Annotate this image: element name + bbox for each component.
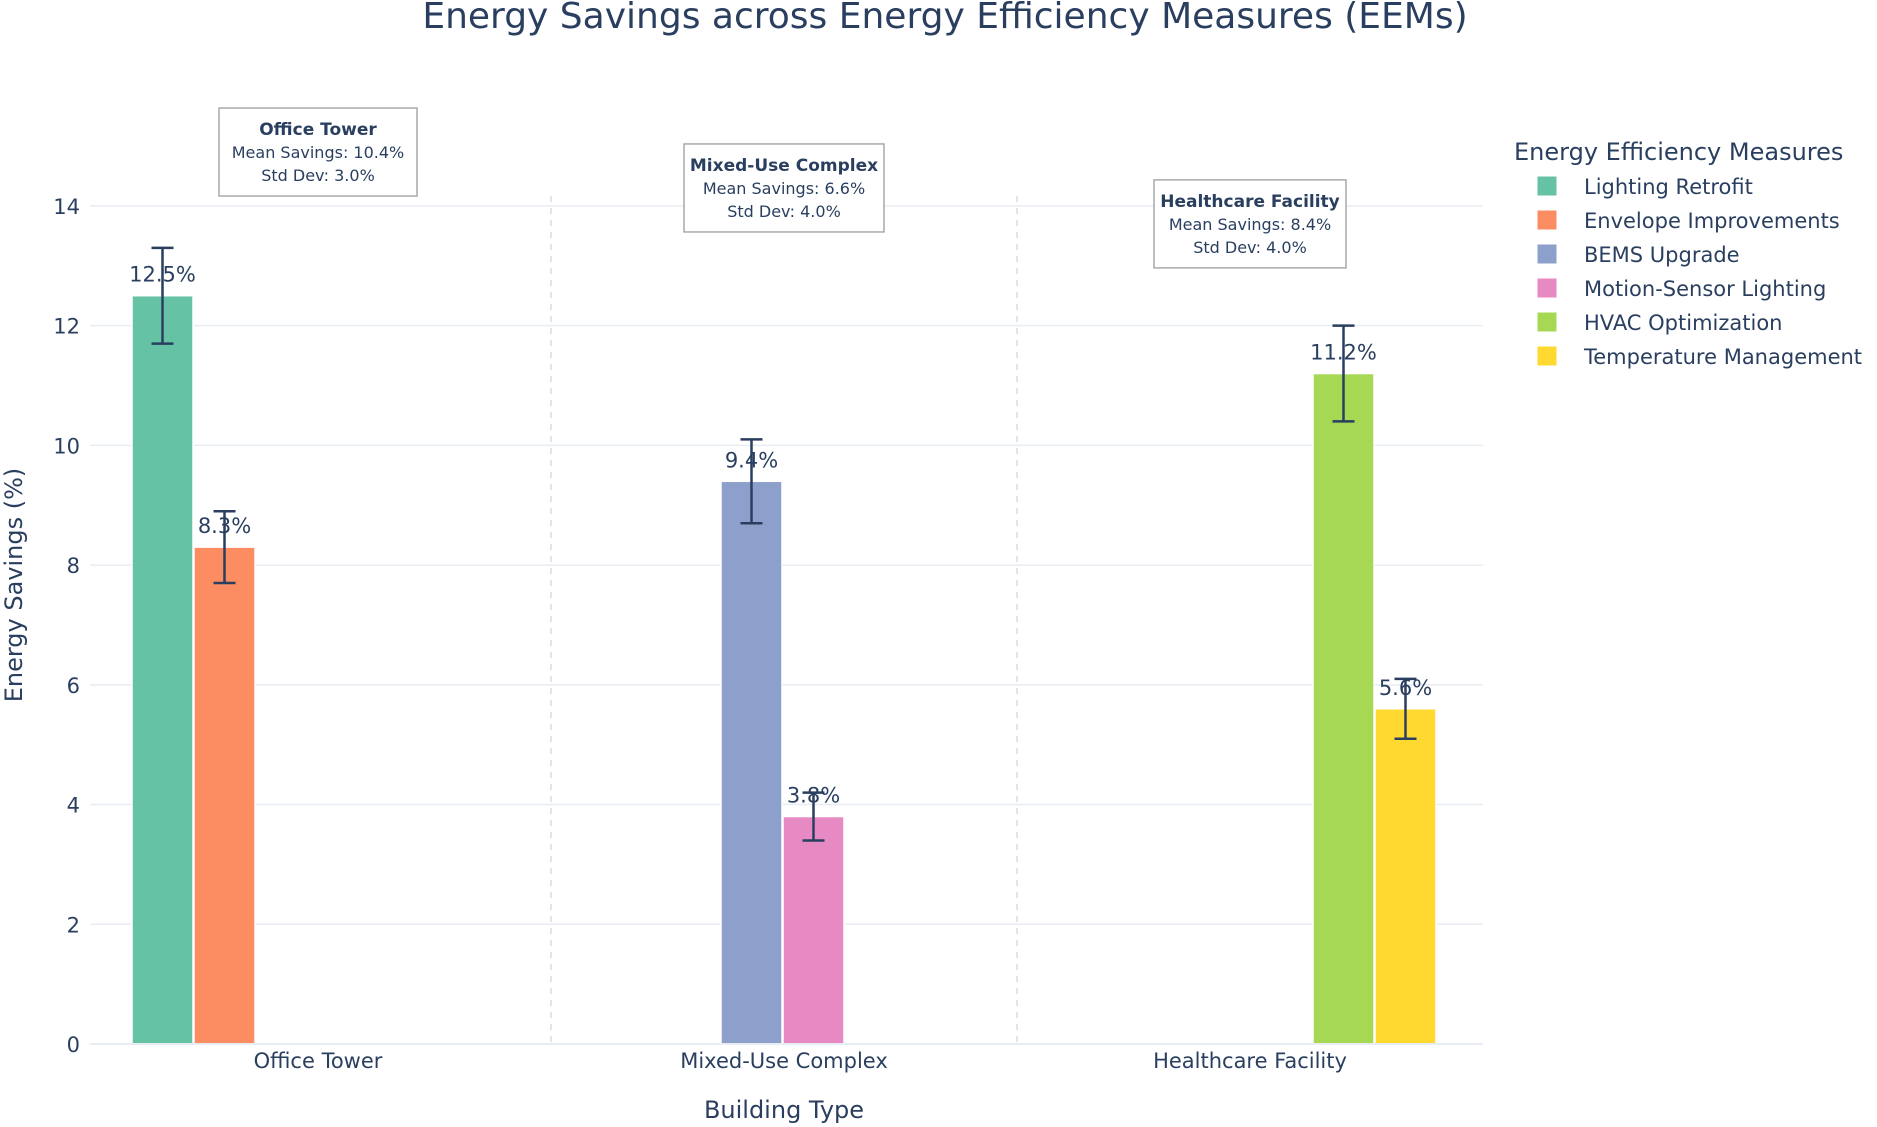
legend-item-envelope-improvements[interactable]: Envelope Improvements [1536,209,1840,233]
annotation-std: Std Dev: 3.0% [261,166,375,185]
annotations-layer: Office Tower Mean Savings: 10.4% Std Dev: … [218,107,1347,269]
annotation-mixed-use-complex: Mixed-Use Complex Mean Savings: 6.6% Std D… [683,143,885,233]
data-label: 8.3% [198,514,251,538]
annotation-mean: Mean Savings: 8.4% [1169,215,1331,234]
legend[interactable]: Lighting Retrofit Envelope Improvements BE… [1536,175,1862,369]
bar-lighting-retrofit[interactable] [131,294,194,1045]
legend-label: Lighting Retrofit [1584,175,1753,199]
annotation-healthcare-facility: Healthcare Facility Mean Savings: 8.4% Std… [1153,179,1347,269]
legend-title: Energy Efficiency Measures [1514,138,1843,166]
data-label: 5.6% [1379,676,1432,700]
x-tick-label: Office Tower [254,1049,383,1073]
data-label: 3.8% [787,784,840,808]
annotation-mean: Mean Savings: 10.4% [232,143,405,162]
axes-layer: 0 2 4 6 8 10 12 14 Office Tower Mixed-Use Complex… [53,195,1483,1073]
legend-swatch [1536,243,1558,265]
data-labels-layer: 12.5% 8.3% 9.4% 3.8% 11.2% 5.6% [129,263,1432,808]
y-tick-label: 0 [67,1033,80,1057]
legend-swatch [1536,345,1558,367]
x-tick-label: Mixed-Use Complex [680,1049,888,1073]
legend-item-hvac-optimization[interactable]: HVAC Optimization [1536,311,1783,335]
legend-swatch [1536,277,1558,299]
x-tick-label: Healthcare Facility [1153,1049,1347,1073]
y-tick-label: 10 [53,434,80,458]
annotation-title: Mixed-Use Complex [690,156,878,176]
legend-label: Temperature Management [1583,345,1862,369]
annotation-office-tower: Office Tower Mean Savings: 10.4% Std Dev: … [218,107,418,197]
legend-label: HVAC Optimization [1584,311,1783,335]
annotation-title: Healthcare Facility [1160,192,1340,212]
bar-motion-sensor-lighting[interactable] [782,815,845,1045]
annotation-box [683,143,885,233]
data-label: 12.5% [129,263,196,287]
chart-title: Energy Savings across Energy Efficiency … [422,0,1467,37]
y-tick-label: 14 [53,195,80,219]
error-bars-layer [151,246,1417,842]
legend-swatch [1536,311,1558,333]
annotation-mean: Mean Savings: 6.6% [703,179,865,198]
y-tick-label: 4 [67,794,80,818]
annotation-std: Std Dev: 4.0% [1193,238,1307,257]
bar-hvac-optimization[interactable] [1312,372,1375,1045]
data-label: 9.4% [725,448,778,472]
legend-item-motion-sensor-lighting[interactable]: Motion-Sensor Lighting [1536,277,1826,301]
x-axis-label: Building Type [704,1096,864,1123]
bar-envelope-improvements[interactable] [193,546,256,1045]
annotation-std: Std Dev: 4.0% [727,202,841,221]
legend-swatch [1536,175,1558,197]
annotation-title: Office Tower [259,120,377,140]
grid-layer [90,205,1483,926]
y-axis-label: Energy Savings (%) [0,468,28,703]
y-tick-label: 2 [67,913,80,937]
legend-label: Envelope Improvements [1584,209,1840,233]
y-tick-label: 12 [53,315,80,339]
y-tick-label: 8 [67,554,80,578]
category-separators [550,196,1018,1044]
legend-item-bems-upgrade[interactable]: BEMS Upgrade [1536,243,1740,267]
bars-layer [131,294,1437,1045]
legend-item-lighting-retrofit[interactable]: Lighting Retrofit [1536,175,1753,199]
y-tick-label: 6 [67,674,80,698]
annotation-box [218,107,418,197]
annotation-box [1153,179,1347,269]
legend-label: BEMS Upgrade [1584,243,1740,267]
bar-bems-upgrade[interactable] [720,480,783,1045]
legend-swatch [1536,209,1558,231]
legend-label: Motion-Sensor Lighting [1584,277,1826,301]
data-label: 11.2% [1310,341,1377,365]
bar-temperature-management[interactable] [1374,708,1437,1045]
legend-item-temperature-management[interactable]: Temperature Management [1536,345,1862,369]
